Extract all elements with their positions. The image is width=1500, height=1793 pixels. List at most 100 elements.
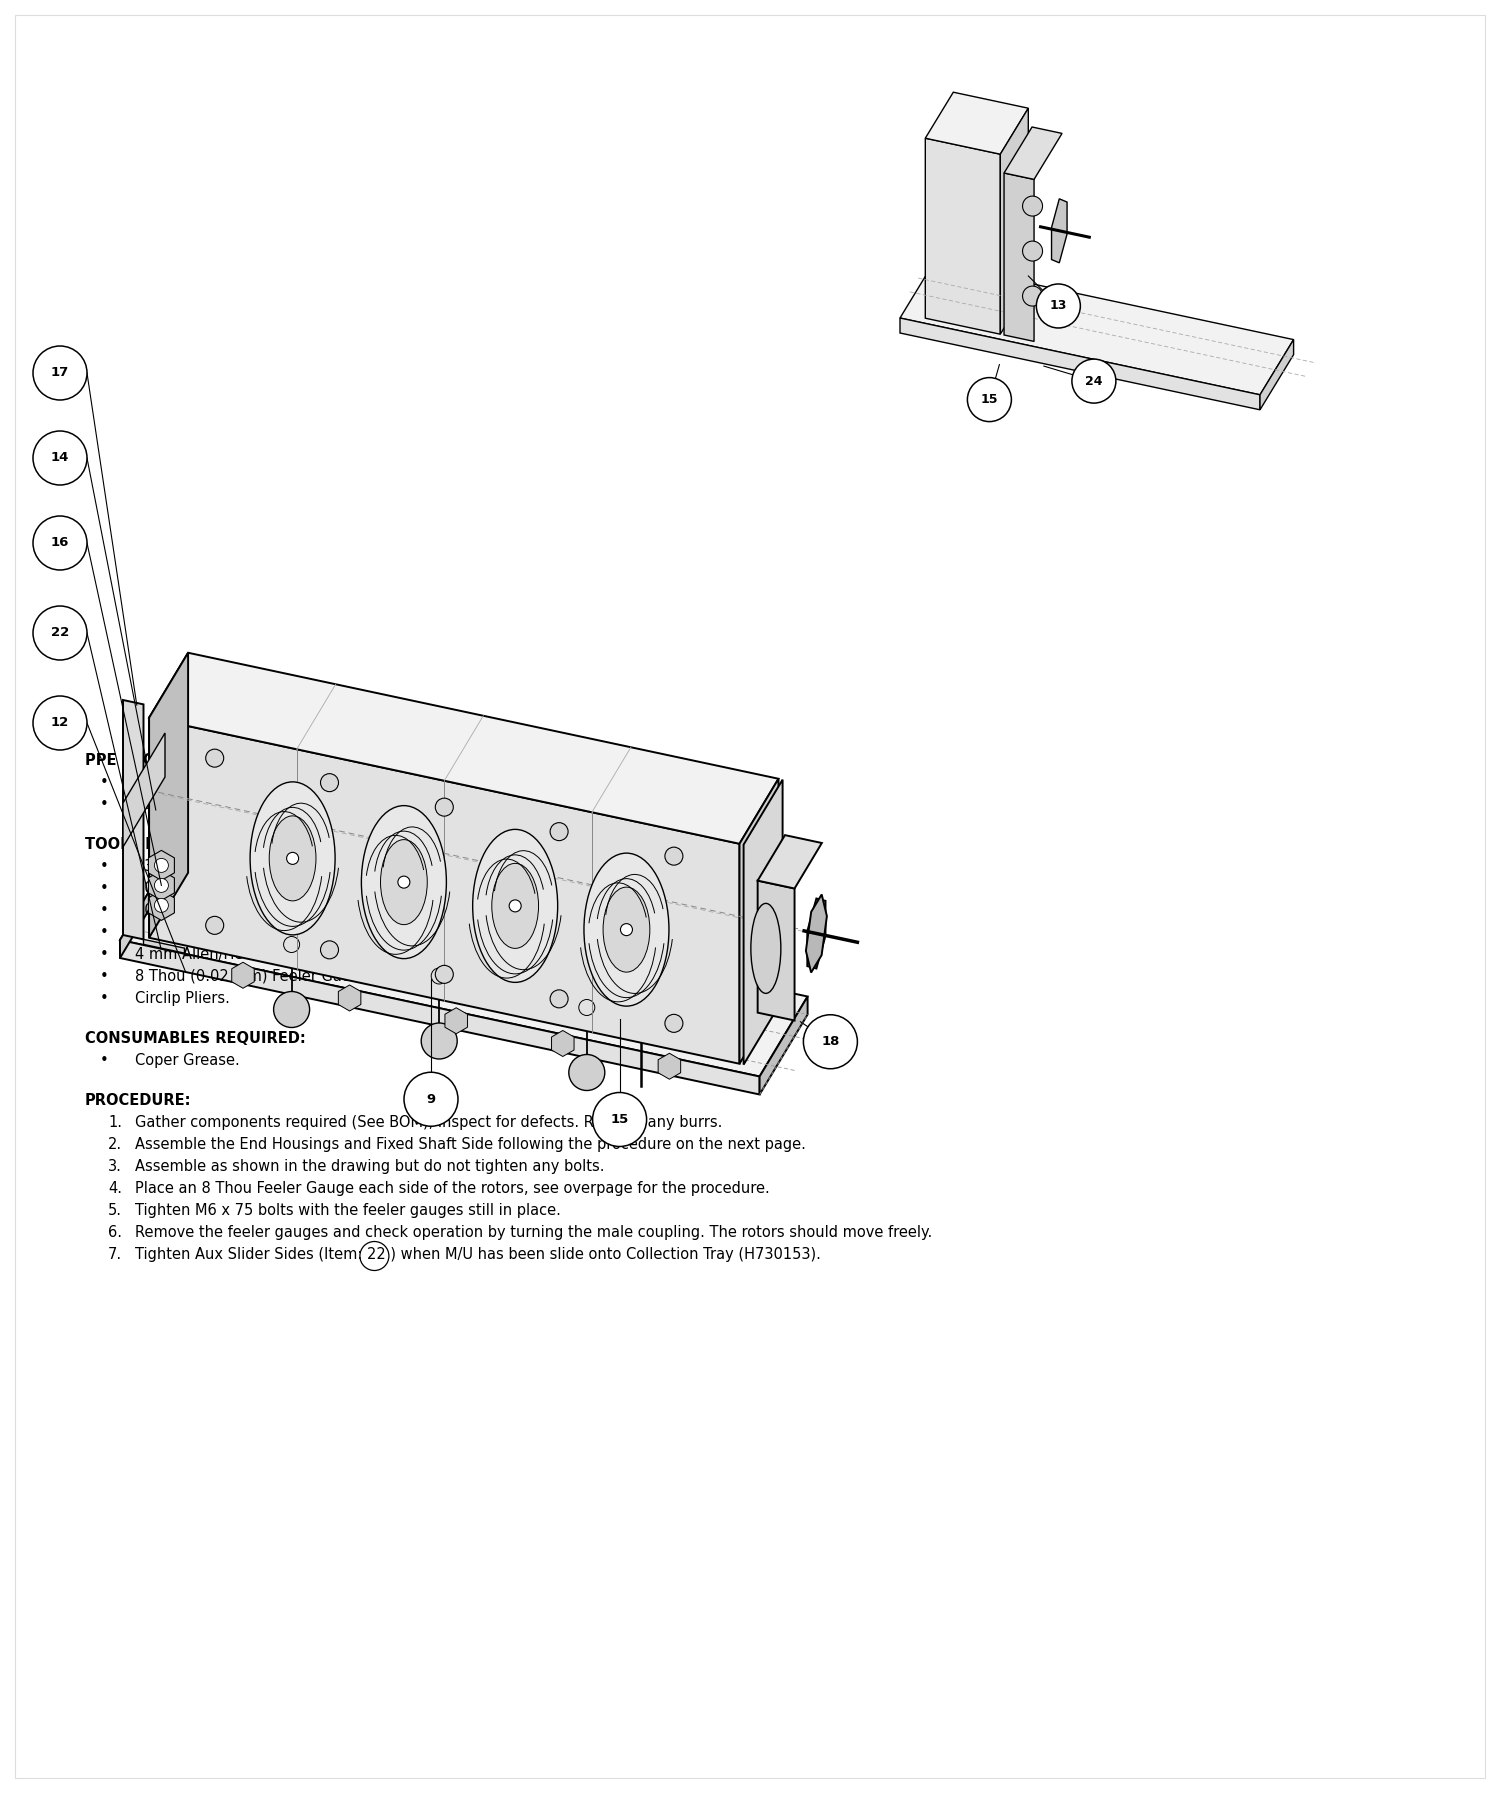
Polygon shape [1004, 127, 1062, 179]
Polygon shape [807, 898, 825, 968]
Text: 3.: 3. [108, 1158, 122, 1174]
Text: 4.: 4. [108, 1182, 122, 1196]
Text: •: • [100, 859, 108, 873]
Polygon shape [806, 895, 826, 972]
Text: Place an 8 Thou Feeler Gauge each side of the rotors, see overpage for the proce: Place an 8 Thou Feeler Gauge each side o… [135, 1182, 770, 1196]
Circle shape [206, 916, 224, 934]
Circle shape [664, 846, 682, 866]
Text: 6.: 6. [108, 1225, 122, 1241]
Text: •: • [100, 925, 108, 940]
Text: Tighten M6 x 75 bolts with the feeler gauges still in place.: Tighten M6 x 75 bolts with the feeler ga… [135, 1203, 561, 1217]
Polygon shape [740, 778, 778, 1063]
Ellipse shape [492, 864, 538, 948]
Polygon shape [144, 940, 184, 954]
Text: 18: 18 [821, 1035, 840, 1049]
Circle shape [154, 859, 168, 873]
Text: Assemble the End Housings and Fixed Shaft Side following the procedure on the ne: Assemble the End Housings and Fixed Shaf… [135, 1137, 806, 1151]
Ellipse shape [381, 839, 427, 925]
Polygon shape [148, 653, 188, 938]
Circle shape [1023, 287, 1042, 307]
Circle shape [568, 1054, 604, 1090]
Text: 24: 24 [1084, 375, 1102, 387]
Circle shape [621, 923, 633, 936]
Text: 13: 13 [1050, 299, 1066, 312]
Circle shape [804, 1015, 858, 1069]
Polygon shape [744, 780, 783, 1065]
Text: 22: 22 [51, 626, 69, 640]
Circle shape [33, 606, 87, 660]
Circle shape [422, 1024, 458, 1060]
Circle shape [1072, 359, 1116, 403]
Text: 1.: 1. [108, 1115, 122, 1130]
Text: 17: 17 [51, 366, 69, 380]
Text: Circlip Pliers.: Circlip Pliers. [135, 992, 230, 1006]
Text: 7.: 7. [108, 1246, 122, 1262]
Text: Gather components required (See BOM), inspect for defects. Remove any burrs.: Gather components required (See BOM), in… [135, 1115, 723, 1130]
Circle shape [33, 516, 87, 570]
Polygon shape [1260, 339, 1293, 411]
Ellipse shape [268, 816, 316, 900]
Circle shape [273, 992, 309, 1027]
Polygon shape [759, 997, 807, 1094]
Text: Overalls.: Overalls. [135, 775, 200, 791]
Circle shape [321, 941, 339, 959]
Text: 5 mm Allen/Hex Key: 5 mm Allen/Hex Key [135, 925, 282, 940]
Polygon shape [758, 836, 822, 889]
Text: 15: 15 [981, 393, 998, 405]
Circle shape [550, 990, 568, 1008]
Polygon shape [1004, 172, 1034, 341]
Polygon shape [926, 138, 1001, 333]
Circle shape [154, 898, 168, 913]
Circle shape [33, 346, 87, 400]
Text: 2.: 2. [108, 1137, 122, 1151]
Circle shape [509, 900, 520, 913]
Text: 9: 9 [426, 1092, 435, 1106]
Text: •: • [100, 992, 108, 1006]
Polygon shape [120, 861, 807, 1076]
Circle shape [1023, 195, 1042, 217]
Text: TOOLS REQUIRED:: TOOLS REQUIRED: [86, 837, 236, 852]
Circle shape [404, 1072, 457, 1126]
Text: •: • [100, 1052, 108, 1069]
Circle shape [1036, 283, 1080, 328]
Ellipse shape [752, 904, 782, 993]
Polygon shape [148, 653, 779, 845]
Text: 5.: 5. [108, 1203, 122, 1217]
Circle shape [286, 852, 298, 864]
Circle shape [435, 798, 453, 816]
Circle shape [968, 378, 1011, 421]
Ellipse shape [584, 853, 669, 1006]
Circle shape [206, 749, 224, 767]
Polygon shape [900, 264, 1293, 394]
Circle shape [33, 696, 87, 749]
Text: •: • [100, 775, 108, 791]
Ellipse shape [603, 888, 650, 972]
Polygon shape [123, 733, 165, 846]
Text: •: • [100, 904, 108, 918]
Polygon shape [926, 91, 1029, 154]
Polygon shape [148, 717, 740, 1063]
Text: PPE REQUIRED:: PPE REQUIRED: [86, 753, 212, 767]
Circle shape [321, 773, 339, 793]
Text: 13 mm Spanner.: 13 mm Spanner. [135, 859, 256, 873]
Polygon shape [120, 940, 759, 1094]
Text: •: • [100, 968, 108, 984]
Circle shape [398, 877, 410, 888]
Text: 4 mm Allen/Hex Key.: 4 mm Allen/Hex Key. [135, 947, 285, 963]
Text: Remove the feeler gauges and check operation by turning the male coupling. The r: Remove the feeler gauges and check opera… [135, 1225, 932, 1241]
Text: Coper Grease.: Coper Grease. [135, 1052, 240, 1069]
Text: CONSUMABLES REQUIRED:: CONSUMABLES REQUIRED: [86, 1031, 306, 1045]
Polygon shape [900, 317, 1260, 411]
Text: Steel Toed Work Boots.: Steel Toed Work Boots. [135, 798, 303, 812]
Text: •: • [100, 947, 108, 963]
Text: 10 mm Socket and Ratchet.: 10 mm Socket and Ratchet. [135, 880, 339, 896]
Ellipse shape [362, 805, 447, 959]
Text: 15: 15 [610, 1113, 628, 1126]
Circle shape [33, 430, 87, 484]
Polygon shape [123, 699, 144, 940]
Polygon shape [1052, 199, 1066, 264]
Text: 10 mm Spanner.: 10 mm Spanner. [135, 904, 256, 918]
Text: 8 Thou (0.02 mm) Feeler Gauages, 12 x 80mm lengths.: 8 Thou (0.02 mm) Feeler Gauages, 12 x 80… [135, 968, 543, 984]
Ellipse shape [251, 782, 334, 934]
Polygon shape [758, 880, 795, 1020]
